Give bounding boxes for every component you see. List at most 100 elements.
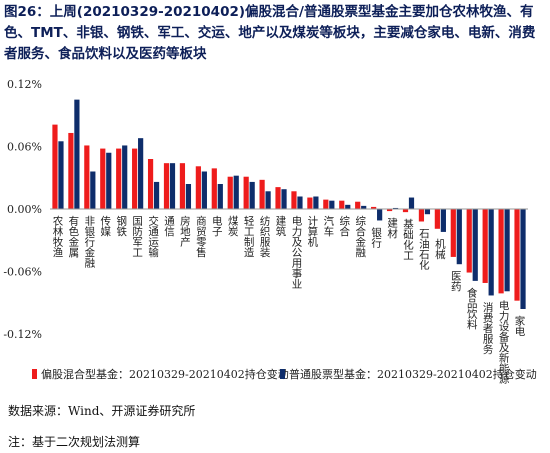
x-tick-label: 石油石化 xyxy=(419,228,430,272)
bar-series-2 xyxy=(265,191,271,209)
bar-series-2 xyxy=(122,145,128,209)
bar-series-2 xyxy=(472,209,478,281)
data-source: 数据来源：Wind、开源证券研究所 xyxy=(8,404,196,418)
x-tick-label: 有色金属 xyxy=(69,215,80,260)
bar-series-1 xyxy=(195,166,201,209)
bar-series-2 xyxy=(90,171,96,209)
bar-series-1 xyxy=(100,148,106,209)
bar-series-1 xyxy=(371,206,377,209)
legend-label-2: 普通股票型基金：20210329-20210402持仓变动 xyxy=(289,367,537,381)
x-tick-label: 消费者服务 xyxy=(483,301,494,356)
bar-series-1 xyxy=(466,209,472,273)
bar-series-2 xyxy=(153,181,160,209)
bar-series-1 xyxy=(275,187,281,210)
y-tick-label: 0.12% xyxy=(7,78,42,91)
x-tick-label: 纺织服装 xyxy=(260,215,271,260)
legend: 偏股混合型基金：20210329-20210402持仓变动 普通股票型基金：202… xyxy=(32,367,537,381)
bar-series-2 xyxy=(249,181,255,209)
x-tick-label: 基础化工 xyxy=(403,218,414,263)
figure-title: 图26：上周(20210329-20210402)偏股混合/普通股票型基金主要加… xyxy=(4,4,536,62)
bar-series-2 xyxy=(297,196,303,209)
x-tick-label: 银行 xyxy=(371,226,382,250)
y-tick-label: -0.12% xyxy=(3,328,42,341)
bar-chart: 0.12% 0.06% 0.00% -0.06% -0.12% 农林牧渔有色金属非银行金… xyxy=(3,78,537,386)
bar-series-1 xyxy=(84,145,90,209)
bar-series-2 xyxy=(392,207,399,209)
bar-series-1 xyxy=(339,200,345,209)
bar-series-1 xyxy=(498,209,504,294)
bars xyxy=(52,99,526,309)
legend-label-1: 偏股混合型基金：20210329-20210402持仓变动 xyxy=(41,367,289,381)
x-tick-label: 煤炭 xyxy=(228,215,239,239)
bar-series-1 xyxy=(227,176,233,209)
x-tick-label: 钢铁 xyxy=(116,215,127,239)
x-tick-label: 交通运输 xyxy=(148,215,159,260)
bar-series-2 xyxy=(138,138,144,209)
bar-series-2 xyxy=(424,209,431,215)
x-tick-label: 医药 xyxy=(451,271,462,294)
x-tick-label: 非银行金融 xyxy=(85,216,96,270)
x-tick-label: 电子 xyxy=(212,215,223,239)
bar-series-1 xyxy=(211,168,217,209)
x-tick-label: 汽车 xyxy=(324,215,335,239)
bar-series-2 xyxy=(345,204,351,209)
bar-series-2 xyxy=(329,200,335,209)
bar-series-1 xyxy=(434,209,440,229)
bar-series-2 xyxy=(313,196,319,209)
bar-series-1 xyxy=(323,199,329,210)
x-tick-label: 家电 xyxy=(515,315,526,339)
bar-series-1 xyxy=(132,148,138,209)
x-axis-labels: 农林牧渔有色金属非银行金融传媒钢铁国防军工交通运输通信房地产商贸零售电子煤炭轻工… xyxy=(53,215,526,386)
x-tick-label: 房地产 xyxy=(180,215,191,249)
bar-series-1 xyxy=(163,163,170,209)
bar-series-1 xyxy=(179,163,186,209)
bar-series-1 xyxy=(116,148,122,209)
x-tick-label: 电力及公用事业 xyxy=(292,215,303,291)
y-axis: 0.12% 0.06% 0.00% -0.06% -0.12% xyxy=(3,78,42,341)
x-tick-label: 食品饮料 xyxy=(467,286,478,331)
x-tick-label: 建筑 xyxy=(276,215,287,239)
bar-series-2 xyxy=(106,152,112,209)
y-tick-label: 0.00% xyxy=(7,203,42,216)
bar-series-2 xyxy=(185,184,192,209)
bar-series-1 xyxy=(68,132,74,209)
x-tick-label: 综合 xyxy=(340,215,351,239)
legend-swatch-1 xyxy=(32,369,37,379)
bar-series-2 xyxy=(201,171,207,209)
bar-series-2 xyxy=(440,209,446,232)
x-tick-label: 计算机 xyxy=(308,215,319,249)
bar-series-1 xyxy=(307,197,313,209)
bar-series-2 xyxy=(408,197,415,209)
bar-series-2 xyxy=(58,141,64,209)
x-tick-label: 国防军工 xyxy=(132,216,143,260)
bar-series-1 xyxy=(243,176,249,209)
y-tick-label: 0.06% xyxy=(7,141,42,154)
x-tick-label: 传媒 xyxy=(101,216,112,239)
x-tick-label: 轻工制造 xyxy=(244,215,255,260)
legend-swatch-2 xyxy=(280,369,285,379)
bar-series-1 xyxy=(259,179,265,209)
bar-series-2 xyxy=(488,209,494,296)
y-tick-label: -0.06% xyxy=(3,266,42,279)
bar-series-1 xyxy=(355,201,361,209)
bar-series-2 xyxy=(169,163,176,209)
bar-series-2 xyxy=(504,209,510,292)
x-tick-label: 电力设备及新能源 xyxy=(499,299,510,386)
x-tick-label: 农林牧渔 xyxy=(53,215,64,260)
bar-series-2 xyxy=(456,209,462,265)
bar-series-2 xyxy=(217,184,223,209)
bar-series-2 xyxy=(361,205,367,210)
bar-series-2 xyxy=(520,209,526,309)
bar-series-2 xyxy=(281,189,287,209)
x-tick-label: 商贸零售 xyxy=(196,215,207,260)
bar-series-1 xyxy=(386,209,393,212)
bar-series-1 xyxy=(52,124,58,209)
bar-series-2 xyxy=(233,175,239,209)
x-tick-label: 机械 xyxy=(435,237,446,260)
bar-series-2 xyxy=(377,209,383,221)
bar-series-1 xyxy=(147,159,154,209)
bar-series-1 xyxy=(402,209,409,213)
bar-series-1 xyxy=(418,209,425,222)
x-tick-label: 通信 xyxy=(164,216,175,239)
x-tick-label: 建材 xyxy=(387,217,398,241)
